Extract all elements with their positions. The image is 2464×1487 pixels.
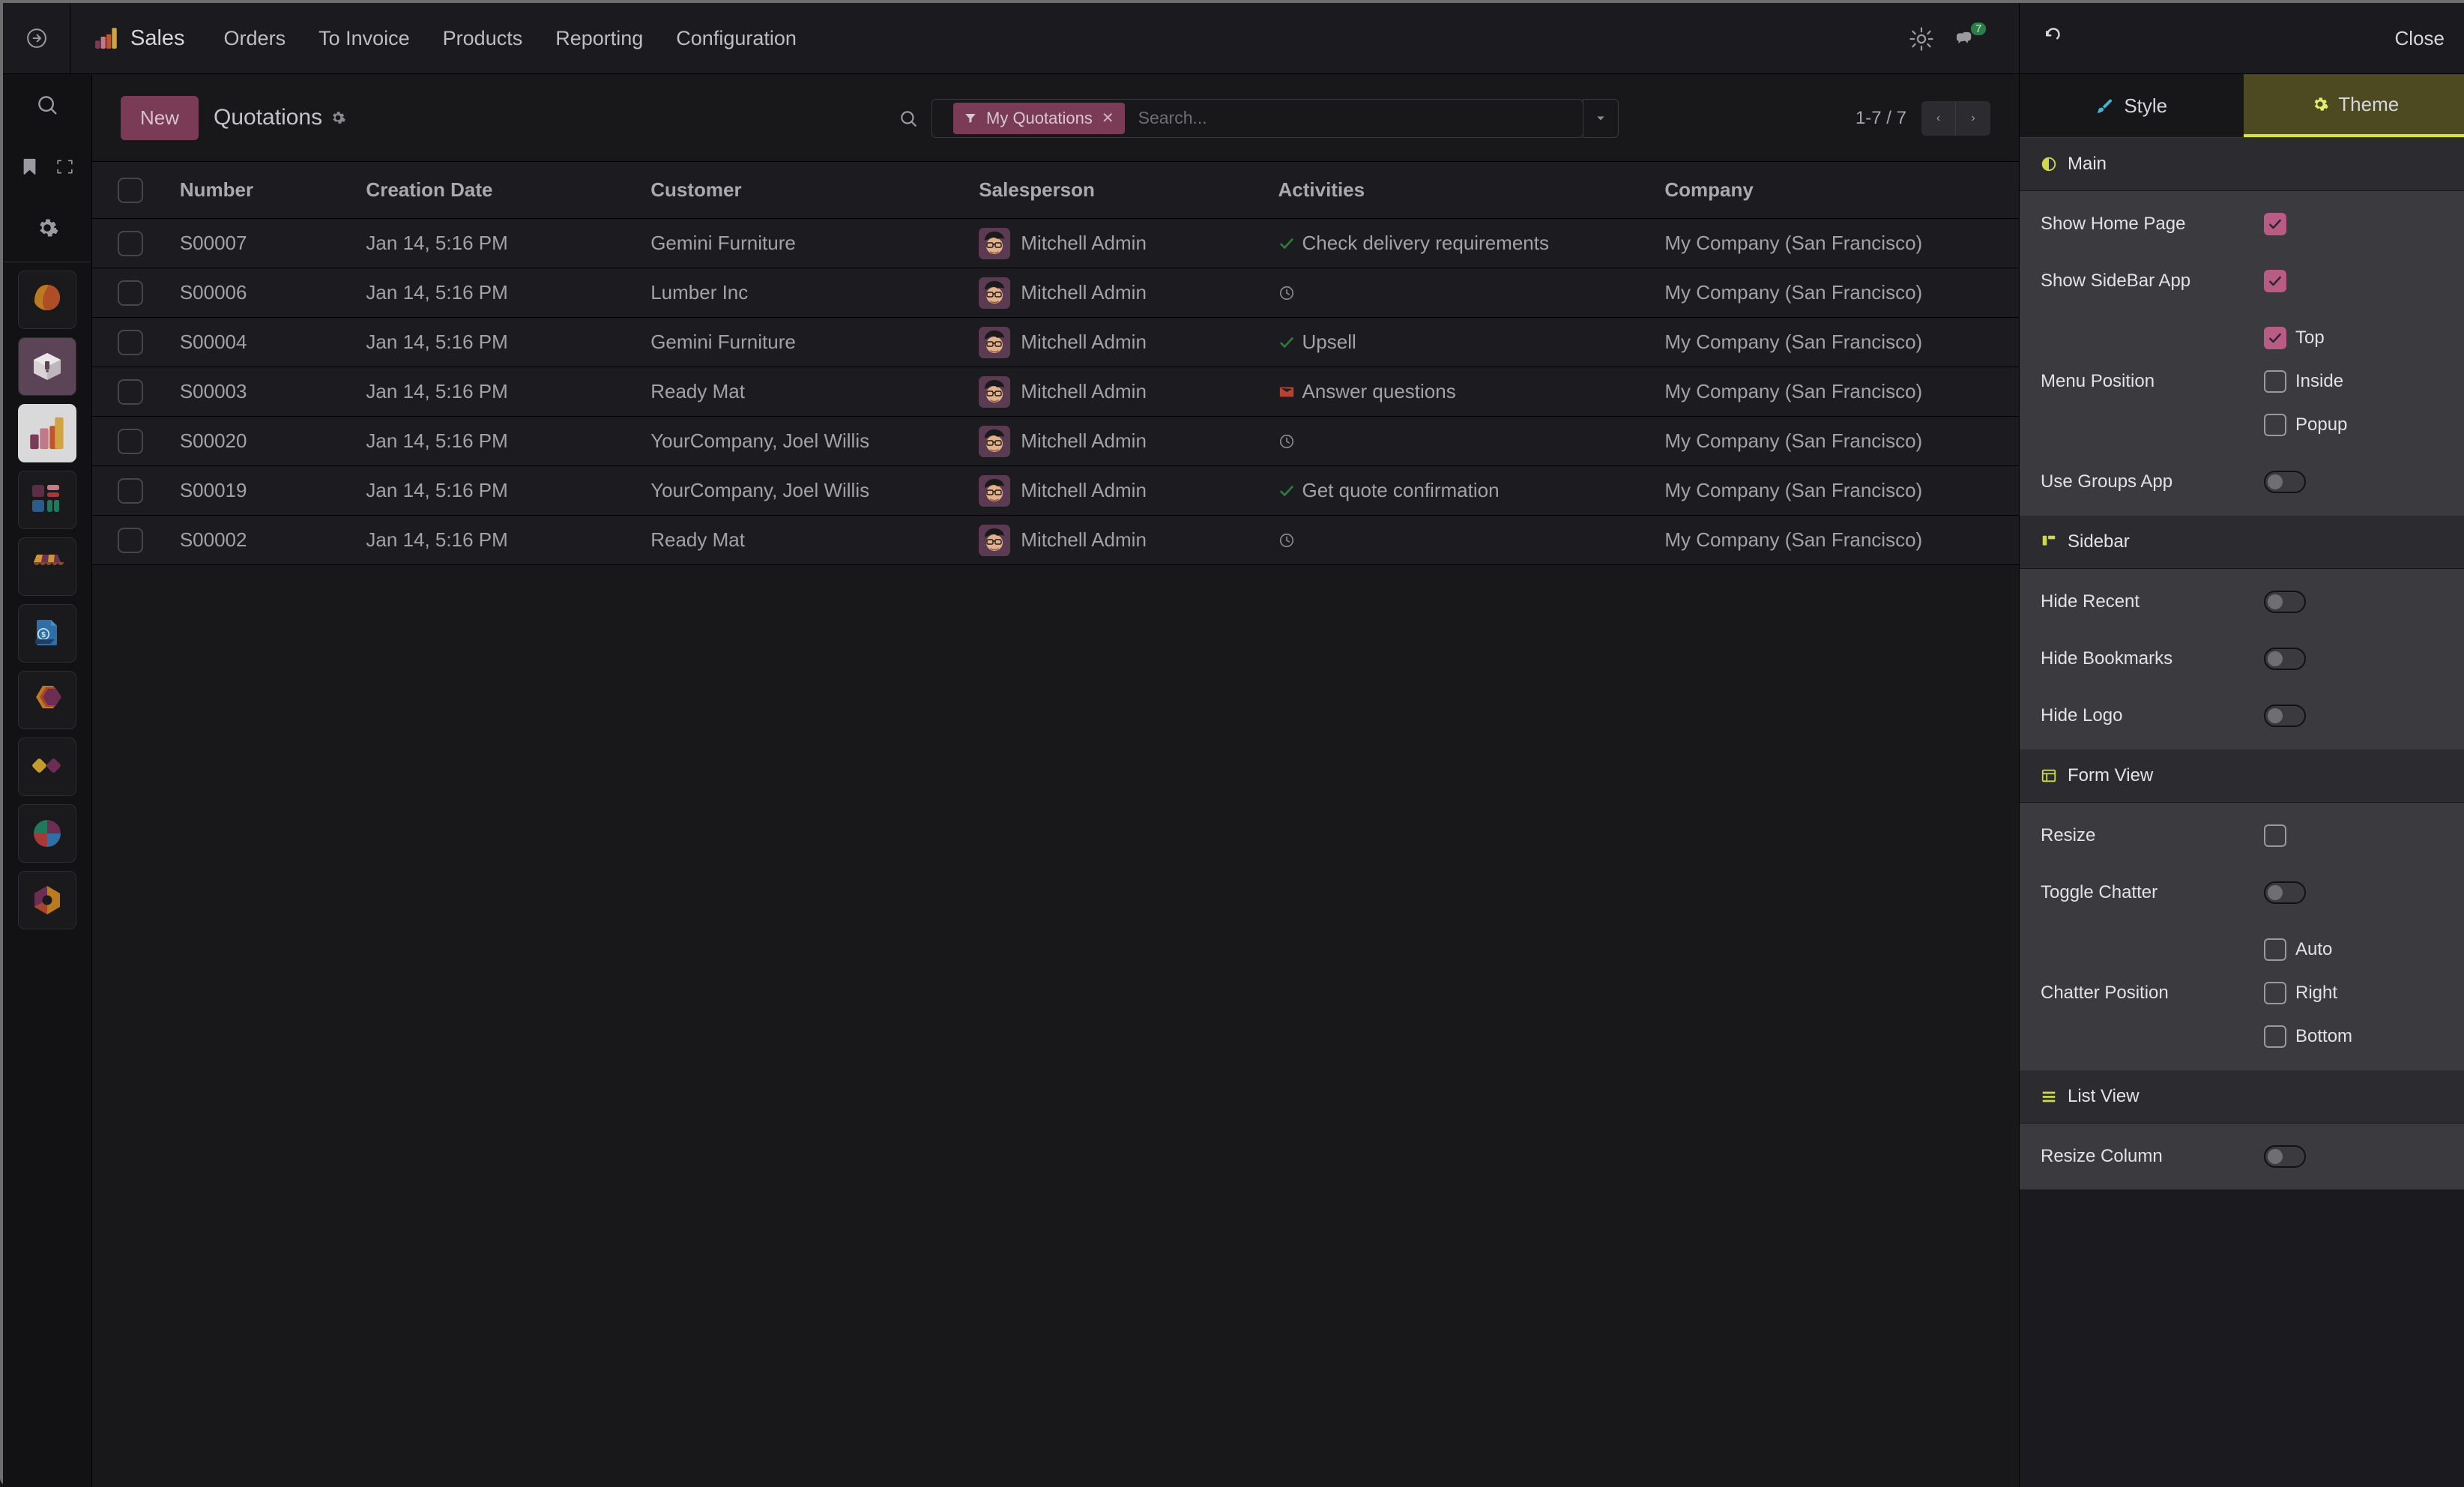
svg-text:$: $ [41,631,46,639]
